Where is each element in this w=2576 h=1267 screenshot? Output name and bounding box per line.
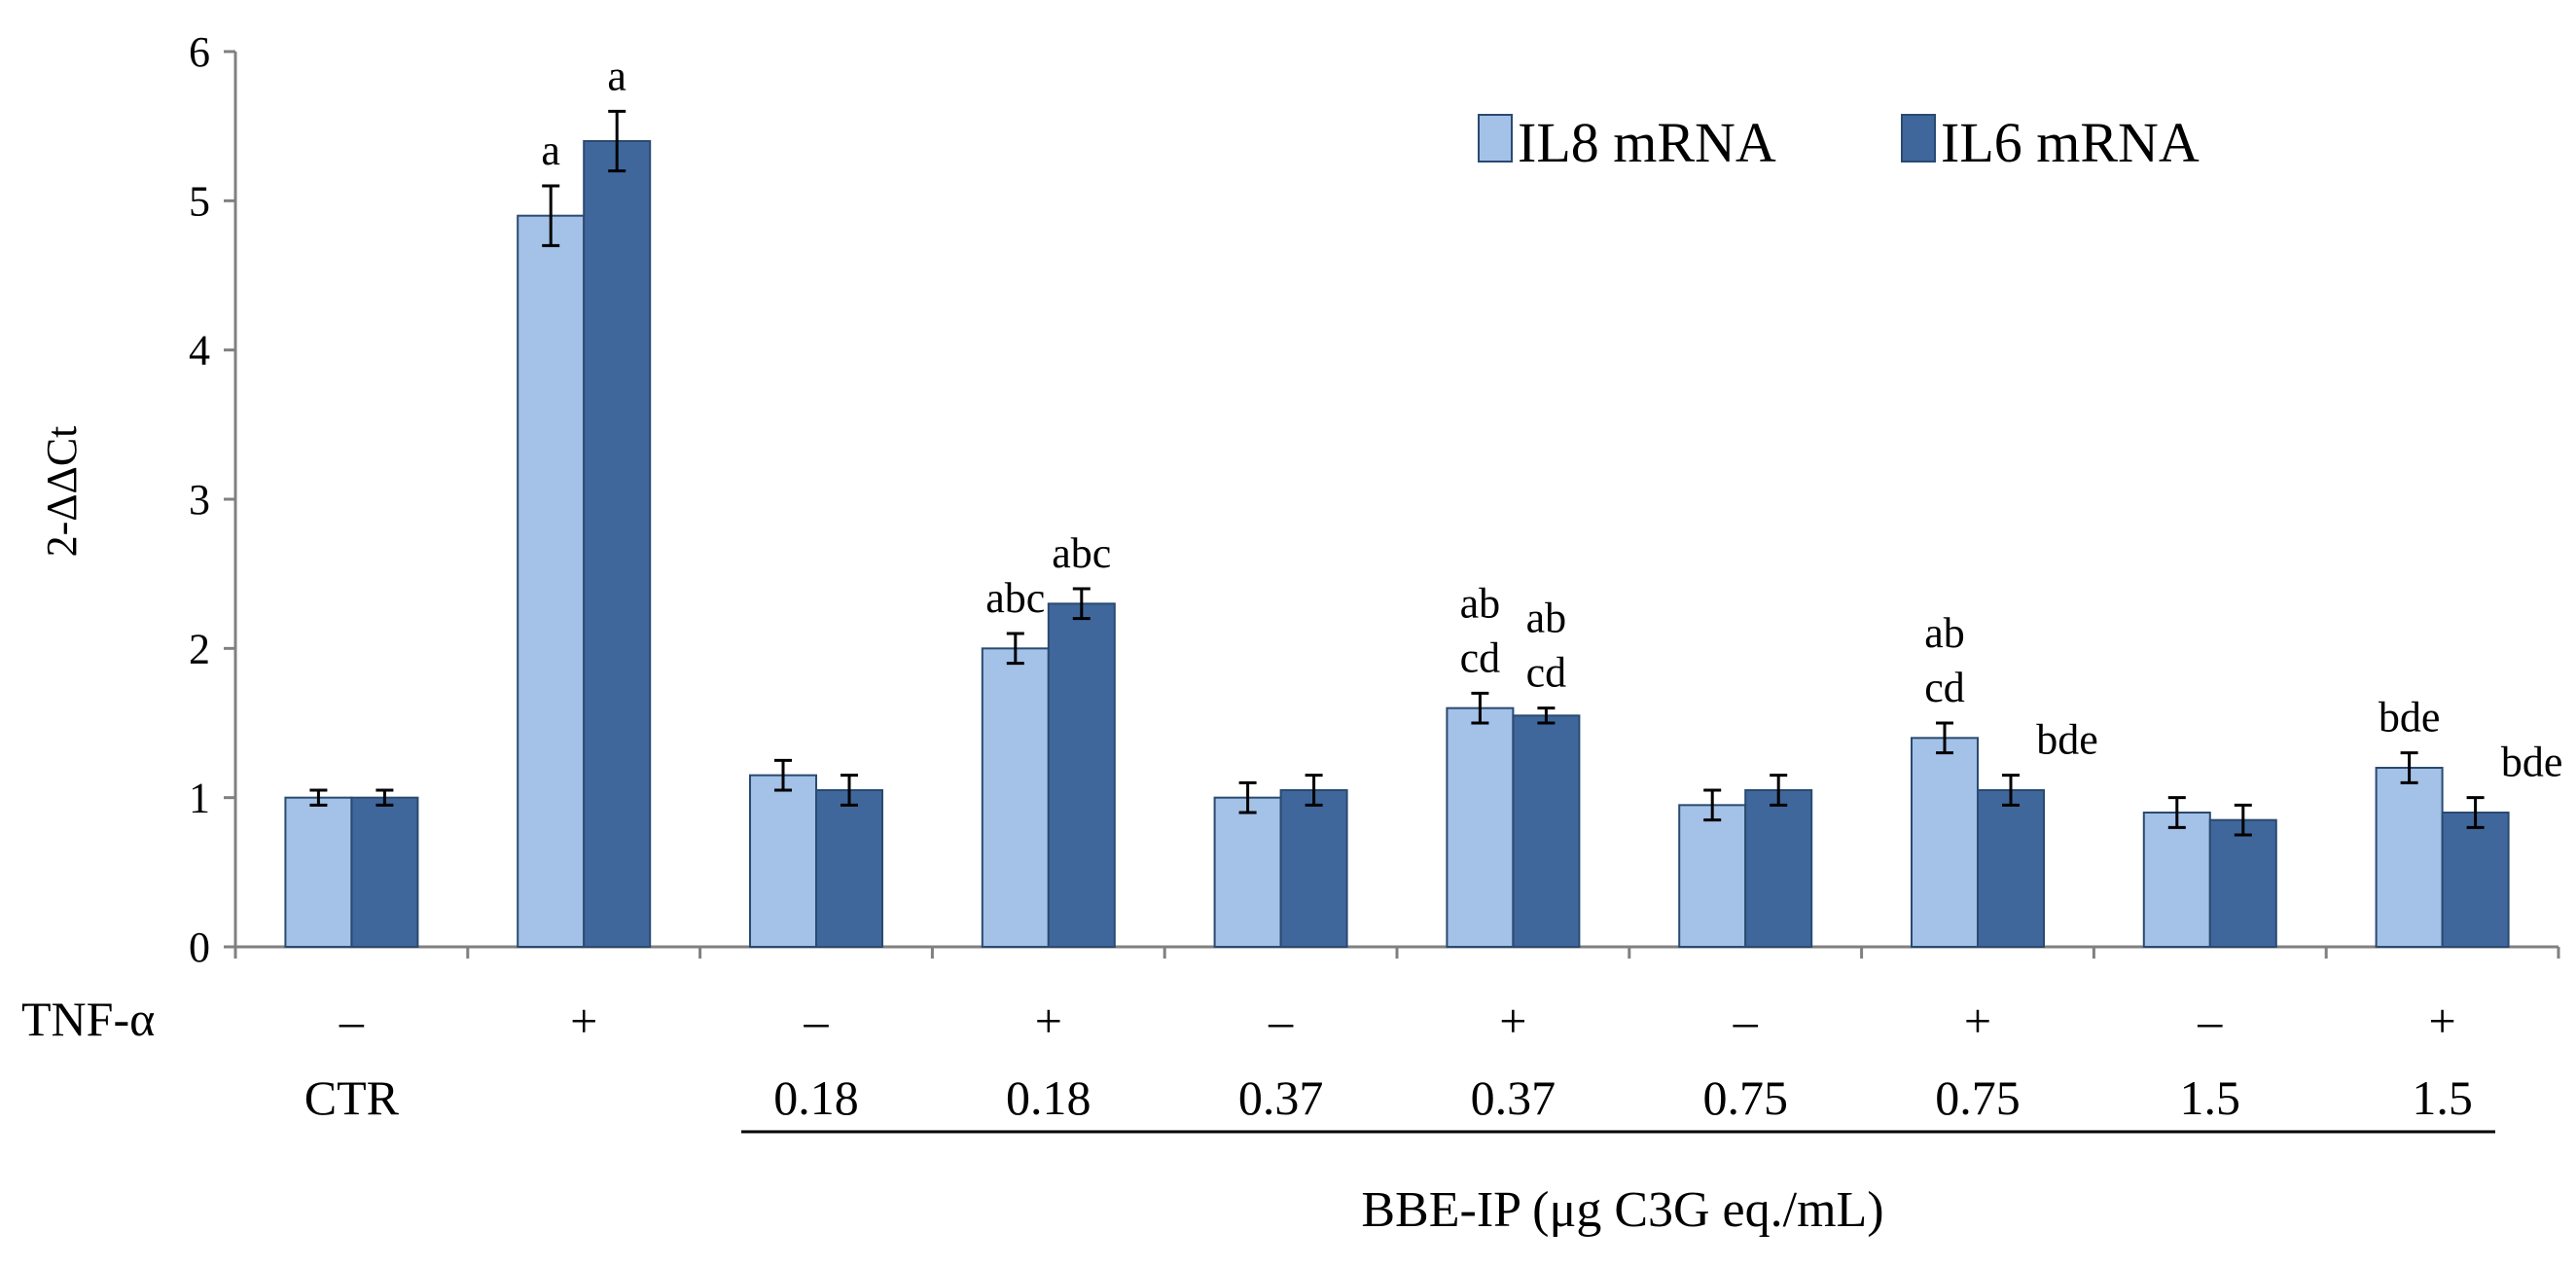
tnf-sign: +: [1499, 994, 1526, 1048]
y-tick-label: 3: [189, 476, 210, 524]
bar-il8: [1678, 804, 1747, 948]
legend-swatch-il6: [1901, 114, 1936, 163]
bar-il8: [517, 214, 586, 948]
dose-label: 1.5: [2412, 1070, 2473, 1125]
legend-swatch-il8: [1478, 114, 1513, 163]
tnf-sign: +: [2428, 994, 2455, 1048]
bar-il6: [815, 789, 883, 948]
legend-label-il8: IL8 mRNA: [1518, 111, 1776, 174]
dose-label: 0.18: [773, 1070, 859, 1125]
significance-label: ab: [1460, 579, 1501, 627]
significance-label: cd: [1924, 664, 1965, 711]
significance-label: cd: [1460, 634, 1501, 681]
dose-label: 1.5: [2180, 1070, 2241, 1125]
significance-label: bde: [2036, 716, 2098, 764]
tnf-sign: –: [1733, 994, 1759, 1048]
tnf-sign: –: [804, 994, 830, 1048]
significance-label: abc: [985, 574, 1045, 622]
legend: IL8 mRNA IL6 mRNA: [1478, 111, 2200, 174]
significance-label: a: [607, 52, 626, 99]
bar-il6: [583, 140, 652, 948]
bar-il8: [2142, 812, 2211, 948]
bar-il6: [350, 796, 419, 949]
error-bars: [309, 109, 2485, 837]
y-tick-label: 2: [189, 625, 210, 672]
dose-row: CTR 0.18 0.18 0.37 0.37 0.75 0.75 1.5 1.5: [304, 1070, 2473, 1125]
y-tick-label: 4: [189, 327, 210, 375]
y-ticks: 0 1 2 3 4 5 6: [189, 28, 235, 971]
bar-il6: [1279, 789, 1348, 948]
legend-label-il6: IL6 mRNA: [1941, 111, 2200, 174]
y-tick-label: 1: [189, 775, 210, 822]
bar-il8: [981, 647, 1050, 948]
dose-label: 0.75: [1702, 1070, 1788, 1125]
tnf-row-label: TNF-α: [21, 992, 155, 1046]
bar-il6: [1047, 602, 1116, 948]
bar-il6: [1977, 789, 2045, 948]
bar-il8: [749, 774, 817, 949]
control-label: CTR: [304, 1070, 400, 1125]
y-tick-label: 0: [189, 923, 210, 971]
tnf-sign: +: [570, 994, 597, 1048]
significance-label: bde: [2501, 739, 2563, 786]
x-ticks: [233, 947, 2560, 959]
tnf-sign: –: [1268, 994, 1294, 1048]
y-tick-label: 5: [189, 177, 210, 225]
bar-il8: [1446, 706, 1515, 949]
bar-il6: [1512, 714, 1581, 948]
y-tick-label: 6: [189, 28, 210, 76]
bar-il8: [2375, 767, 2444, 948]
bar-il6: [2441, 812, 2510, 948]
bar-il8: [1213, 796, 1282, 949]
dose-label: 0.75: [1935, 1070, 2021, 1125]
significance-label: ab: [1924, 609, 1965, 657]
tnf-sign: +: [1964, 994, 1991, 1048]
significance-label: ab: [1526, 595, 1567, 642]
tnf-row: – + – + – + – + – +: [339, 994, 2456, 1048]
x-axis-label: BBE-IP (μg C3G eq./mL): [1361, 1182, 1883, 1238]
dose-label: 0.18: [1006, 1070, 1091, 1125]
tnf-sign: +: [1035, 994, 1062, 1048]
bar-il6: [2208, 818, 2277, 949]
significance-label: a: [541, 127, 560, 174]
tnf-sign: –: [2197, 994, 2223, 1048]
bar-il8: [1911, 737, 1979, 948]
significance-label: abc: [1052, 529, 1111, 577]
significance-label: cd: [1526, 649, 1567, 697]
dose-label: 0.37: [1238, 1070, 1324, 1125]
bars: [284, 140, 2510, 949]
y-axis-label: 2-ΔΔCt: [38, 426, 86, 558]
tnf-sign: –: [339, 994, 365, 1048]
bar-il8: [284, 796, 353, 949]
bar-il6: [1744, 789, 1813, 948]
dose-label: 0.37: [1471, 1070, 1556, 1125]
significance-label: bde: [2379, 694, 2441, 742]
